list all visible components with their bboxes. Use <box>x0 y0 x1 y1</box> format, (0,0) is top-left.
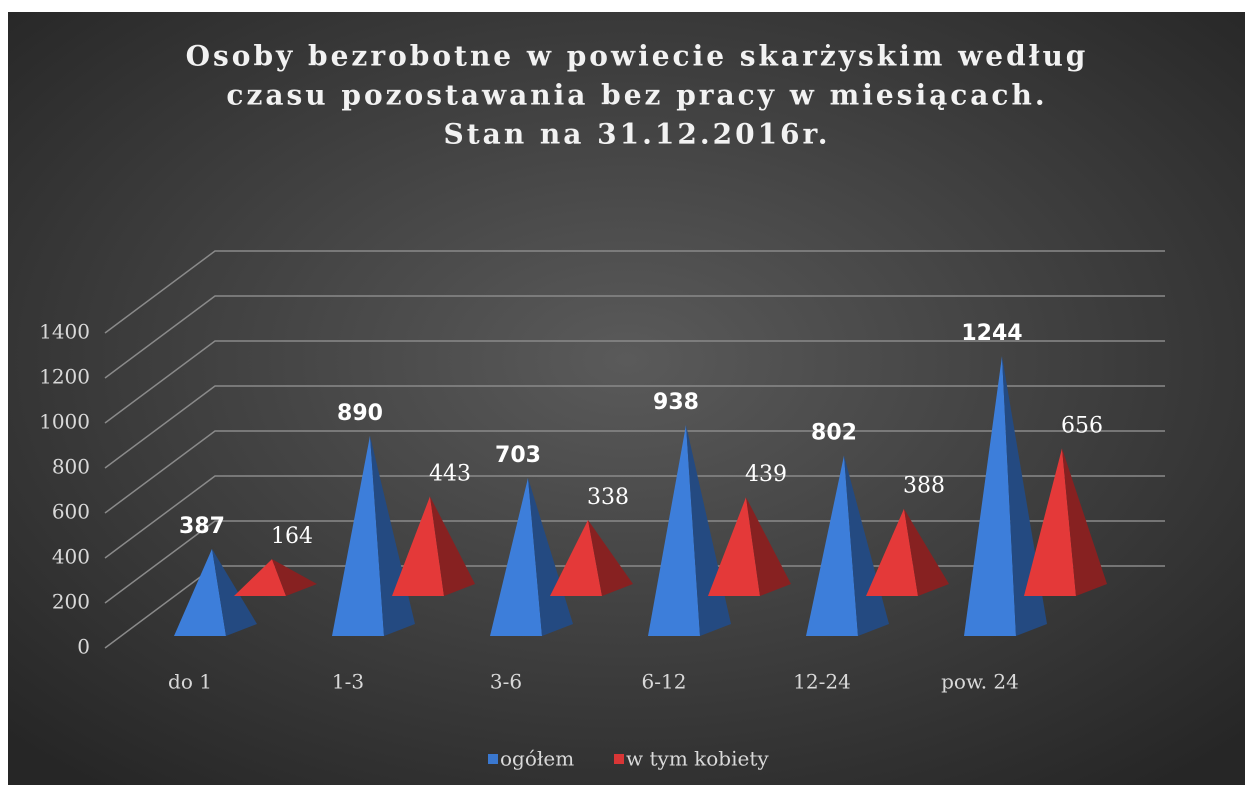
legend-label: w tym kobiety <box>626 747 769 771</box>
x-tick-label: 3-6 <box>490 670 522 694</box>
data-label: 388 <box>903 474 945 499</box>
pyramid-side <box>746 497 791 596</box>
pyramid <box>490 477 573 636</box>
pyramid-side <box>1062 448 1107 596</box>
pyramid-side <box>528 477 573 636</box>
data-label: 1244 <box>961 321 1022 346</box>
x-tick-label: 12-24 <box>793 670 851 694</box>
data-label: 703 <box>495 443 541 468</box>
legend-swatch <box>488 754 498 764</box>
data-label: 338 <box>587 485 629 510</box>
y-tick-label: 800 <box>52 455 90 479</box>
pyramid-face <box>964 356 1016 636</box>
pyramid-face <box>708 497 760 596</box>
legend-label: ogółem <box>500 747 574 771</box>
chart-background <box>8 12 1245 785</box>
pyramid <box>708 497 791 596</box>
pyramid-face <box>550 519 602 596</box>
grid-line <box>104 250 1165 334</box>
chart-title: Osoby bezrobotne w powiecie skarżyskim w… <box>186 40 1089 73</box>
pyramid-face <box>392 496 444 596</box>
chart-title: czasu pozostawania bez pracy w miesiącac… <box>226 79 1047 112</box>
grid-line <box>104 340 1165 424</box>
y-tick-label: 200 <box>52 590 90 614</box>
pyramid-side <box>430 496 475 596</box>
grid-line <box>104 385 1165 469</box>
legend-swatch <box>614 754 624 764</box>
pyramid-face <box>490 477 542 636</box>
pyramid <box>392 496 475 596</box>
pyramid <box>234 559 317 596</box>
grid-line <box>104 430 1165 514</box>
data-label: 890 <box>337 401 383 426</box>
pyramid <box>1024 448 1107 596</box>
pyramid-face <box>174 548 226 636</box>
y-tick-label: 600 <box>52 500 90 524</box>
pyramid-side <box>272 559 317 596</box>
pyramid <box>550 519 633 596</box>
y-tick-label: 400 <box>52 545 90 569</box>
data-label: 443 <box>429 461 471 486</box>
chart-title: Stan na 31.12.2016r. <box>444 118 831 151</box>
y-tick-label: 1000 <box>39 410 90 434</box>
pyramid <box>866 508 949 596</box>
y-tick-label: 0 <box>77 635 90 659</box>
data-label: 656 <box>1061 413 1103 438</box>
title: Osoby bezrobotne w powiecie skarżyskim w… <box>186 40 1089 151</box>
x-tick-label: 1-3 <box>332 670 364 694</box>
data-label: 387 <box>179 514 225 539</box>
pyramid <box>174 548 257 636</box>
pyramid-side <box>212 548 257 636</box>
pyramid-face <box>648 424 700 636</box>
data-label: 802 <box>811 421 857 446</box>
data-label: 164 <box>271 524 313 549</box>
grid-line <box>104 295 1165 379</box>
pyramid-face <box>332 435 384 636</box>
pyramid-face <box>234 559 286 596</box>
x-tick-label: do 1 <box>168 670 212 694</box>
data-label: 938 <box>653 390 699 415</box>
pyramid-face <box>806 455 858 636</box>
x-tick-label: pow. 24 <box>941 670 1019 694</box>
data-label: 439 <box>745 462 787 487</box>
pyramid-side <box>904 508 949 596</box>
pyramid-face <box>866 508 918 596</box>
x-tick-label: 6-12 <box>642 670 687 694</box>
pyramid-face <box>1024 448 1076 596</box>
y-tick-label: 1200 <box>39 365 90 389</box>
pyramid-side <box>588 519 633 596</box>
y-tick-label: 1400 <box>39 320 90 344</box>
